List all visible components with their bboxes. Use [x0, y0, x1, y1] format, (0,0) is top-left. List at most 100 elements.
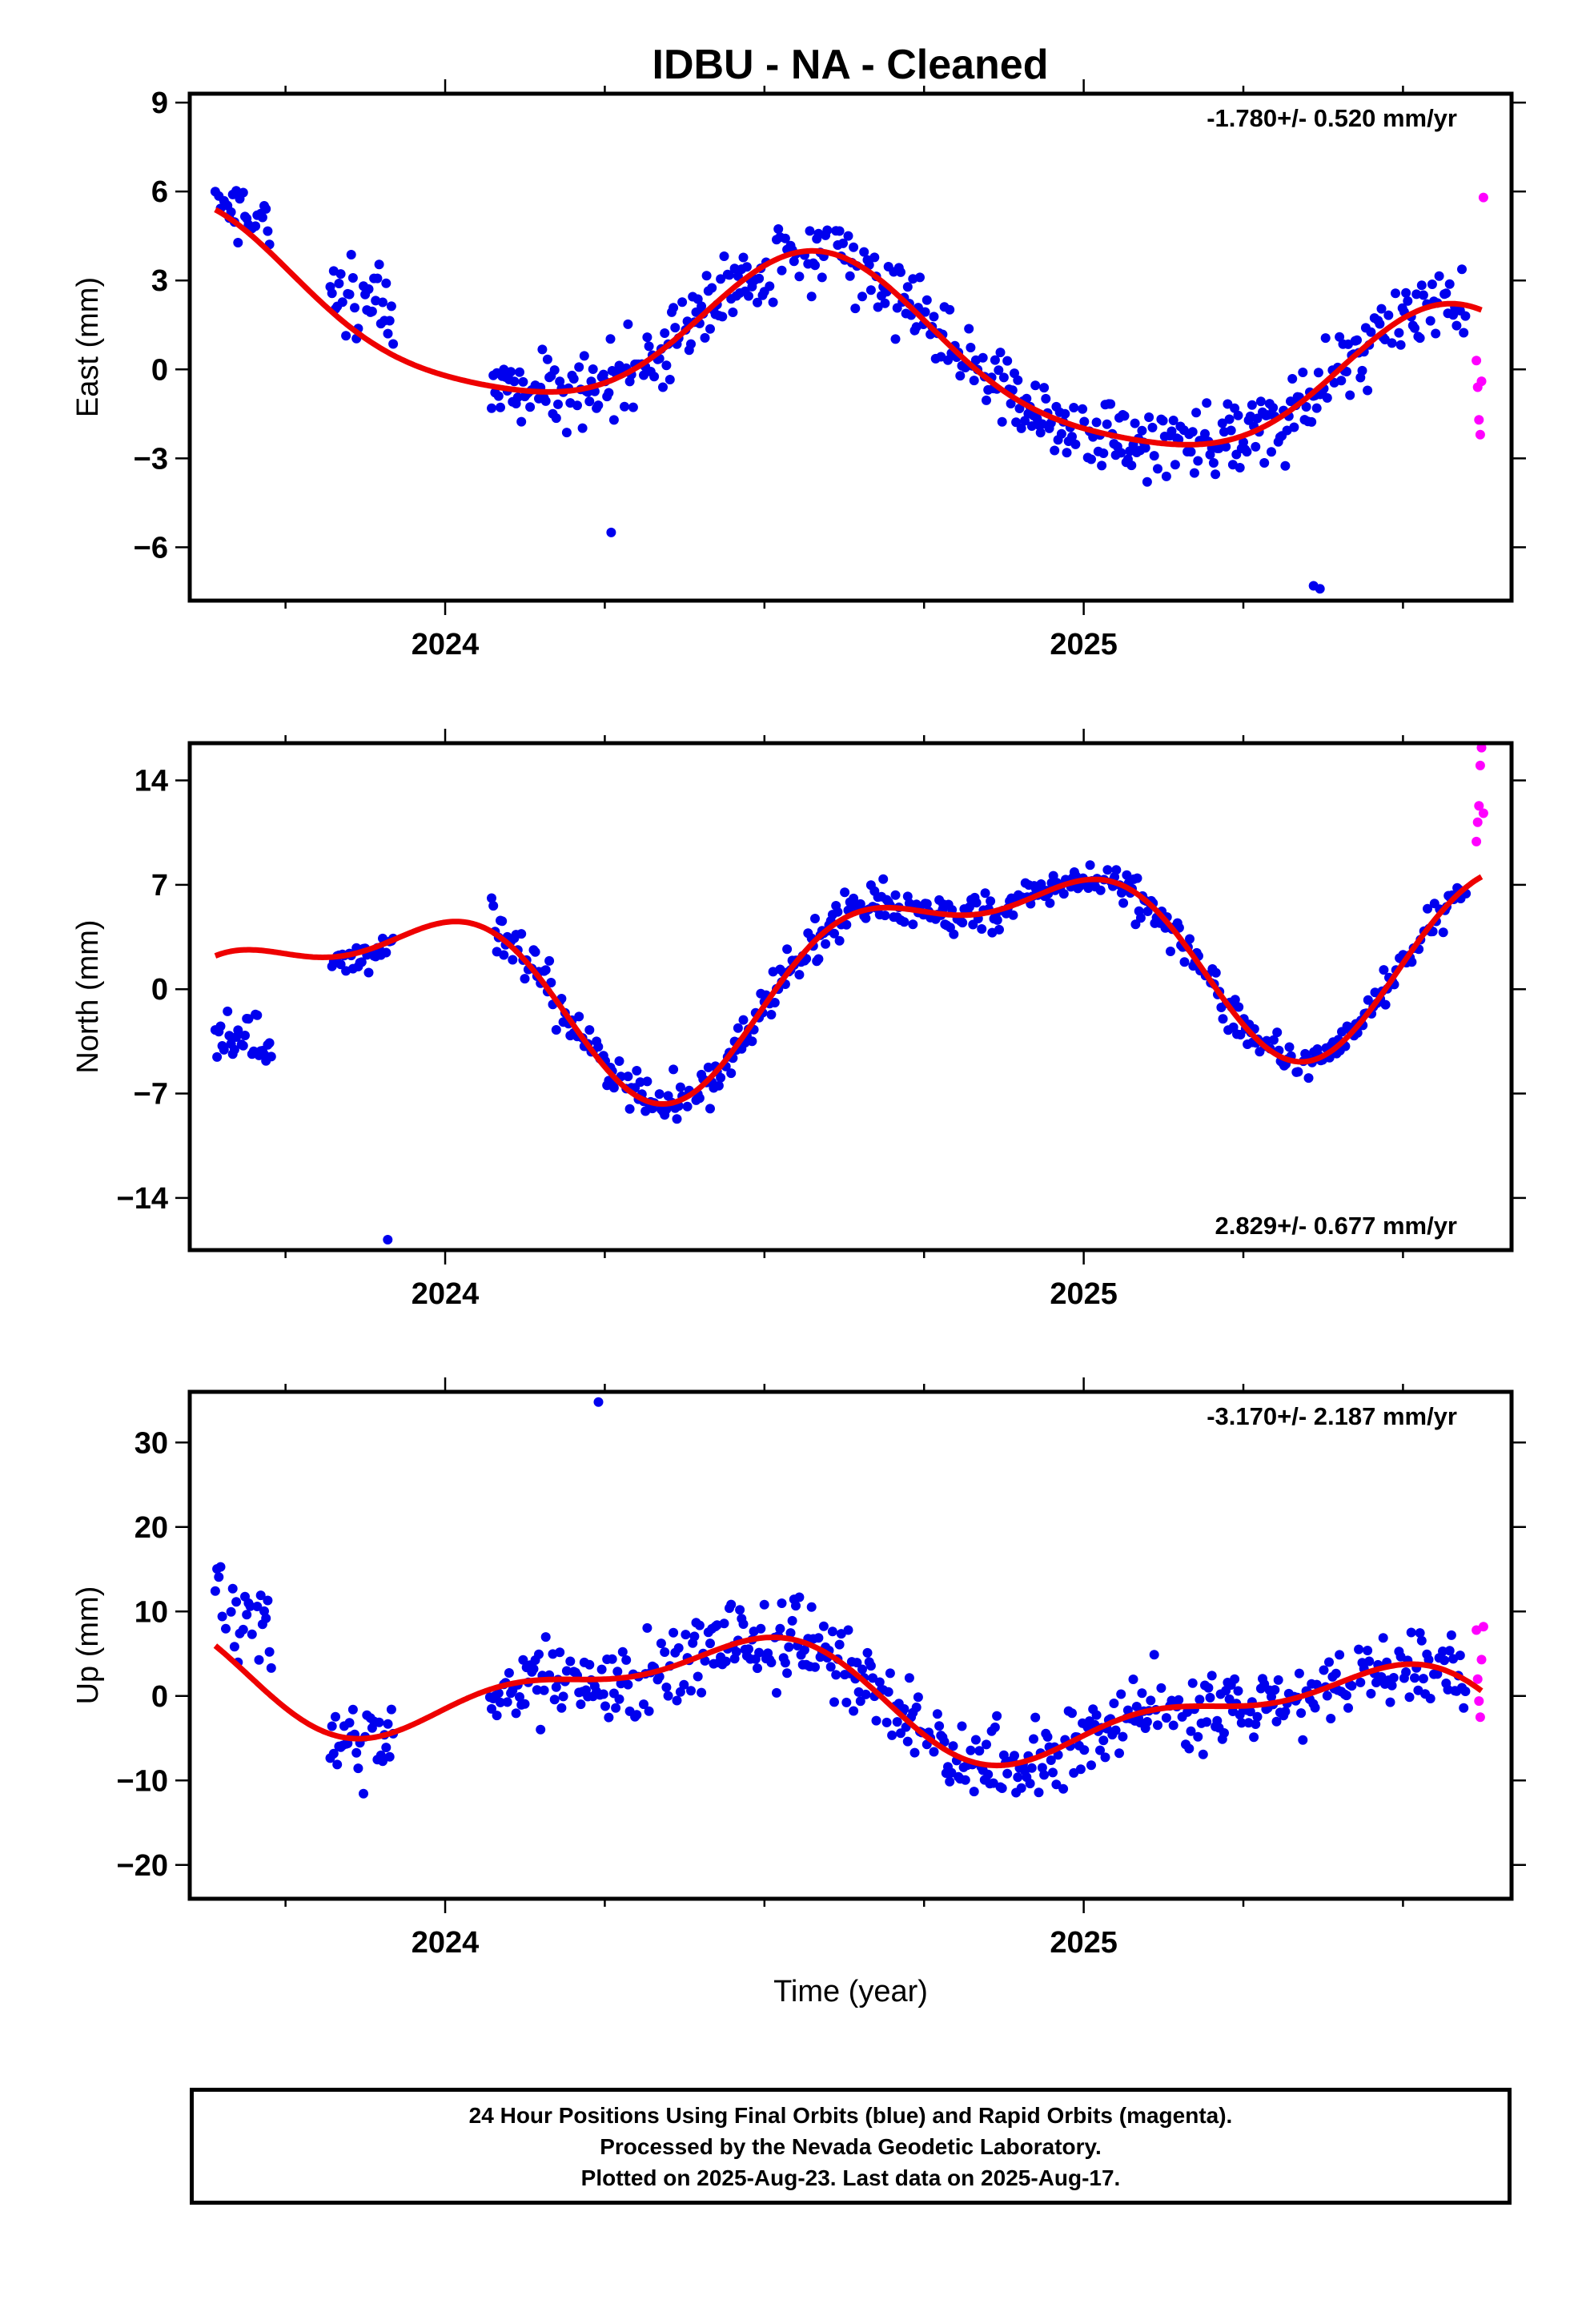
final-orbit-point	[537, 344, 548, 355]
final-orbit-point	[899, 1704, 909, 1714]
final-orbit-point	[381, 1743, 391, 1753]
final-orbit-point	[843, 231, 853, 241]
final-orbit-point	[672, 1114, 682, 1124]
final-orbit-point	[744, 291, 753, 301]
final-orbit-point	[1211, 967, 1221, 978]
y-tick-label: 7	[151, 869, 168, 903]
final-orbit-point	[939, 1737, 950, 1747]
y-axis-label: Up (mm)	[71, 1586, 105, 1705]
y-tick-label: 0	[151, 973, 168, 1007]
final-orbit-point	[257, 212, 267, 223]
final-orbit-point	[347, 273, 358, 283]
final-orbit-point	[1354, 1644, 1364, 1655]
final-orbit-point	[913, 1692, 923, 1703]
final-orbit-point	[775, 1623, 785, 1634]
final-orbit-point	[949, 929, 959, 939]
final-orbit-point	[881, 1717, 892, 1727]
final-orbit-point	[623, 319, 633, 329]
final-orbit-point	[1280, 1707, 1291, 1717]
final-orbit-point	[738, 1619, 749, 1629]
final-orbit-point	[929, 1747, 939, 1757]
final-orbit-point	[1313, 368, 1323, 378]
final-orbit-point	[840, 887, 850, 898]
final-orbit-point	[605, 334, 616, 344]
final-orbit-point	[1444, 279, 1455, 289]
final-orbit-point	[997, 1783, 1007, 1793]
final-orbit-point	[1079, 1745, 1090, 1755]
final-orbit-point	[791, 1601, 801, 1611]
final-orbit-point	[1179, 957, 1190, 967]
final-orbit-point	[1116, 1689, 1126, 1699]
final-orbit-point	[772, 1687, 781, 1698]
final-orbit-point	[705, 324, 715, 334]
velocity-annotation: -1.780+/- 0.520 mm/yr	[1207, 104, 1457, 132]
final-orbit-point	[374, 259, 384, 270]
final-orbit-point	[1459, 328, 1469, 338]
final-orbit-point	[1137, 1688, 1147, 1699]
final-orbit-point	[238, 1040, 248, 1051]
final-orbit-point	[1195, 1695, 1205, 1705]
final-orbit-point	[1102, 419, 1112, 429]
final-orbit-point	[754, 273, 765, 283]
final-orbit-point	[1010, 1751, 1019, 1761]
final-orbit-point	[520, 1699, 530, 1709]
final-orbit-point	[787, 1615, 797, 1626]
final-orbit-point	[1434, 271, 1444, 281]
final-orbit-point	[1452, 320, 1462, 331]
panel-east: 2024 2025 9 6 3 0 −3 −6 East (mm) -1.780+/- 0.520…	[71, 79, 1526, 661]
final-orbit-point	[896, 267, 905, 277]
final-orbit-point	[596, 1664, 607, 1675]
final-orbit-point	[1144, 412, 1154, 422]
final-orbit-point	[1233, 410, 1243, 420]
final-orbit-point	[656, 1638, 666, 1649]
final-orbit-point	[1355, 1677, 1366, 1687]
final-orbit-point	[346, 250, 356, 259]
final-orbit-point	[1326, 1714, 1336, 1723]
final-orbit-point	[1051, 1779, 1062, 1790]
y-tick-label: −14	[117, 1182, 168, 1216]
final-orbit-point	[1403, 296, 1413, 306]
final-orbit-point	[654, 1089, 665, 1100]
final-orbit-point	[777, 265, 787, 275]
final-orbit-point	[978, 352, 988, 363]
final-orbit-point	[1158, 416, 1168, 426]
final-orbit-point	[383, 328, 393, 339]
final-orbit-point	[1307, 416, 1317, 427]
final-orbit-point	[617, 1647, 628, 1657]
final-orbit-point	[1130, 418, 1140, 428]
final-orbit-point	[551, 1025, 561, 1035]
final-orbit-point	[1118, 898, 1129, 908]
final-orbit-point	[556, 1703, 567, 1713]
final-orbit-point	[212, 1051, 223, 1062]
final-orbit-point	[1401, 1667, 1411, 1677]
final-orbit-point	[1287, 374, 1298, 384]
final-orbit-point	[620, 401, 629, 412]
final-orbit-point	[1106, 399, 1116, 409]
final-orbit-point	[1091, 417, 1102, 428]
final-orbit-point	[1166, 947, 1175, 956]
rapid-orbit-point	[1476, 1655, 1487, 1665]
final-orbit-point	[1002, 1768, 1013, 1779]
final-orbit-point	[1128, 1675, 1138, 1684]
final-orbit-point	[782, 1668, 793, 1679]
final-orbit-point	[504, 1668, 514, 1678]
final-orbit-point	[1251, 1719, 1261, 1729]
final-orbit-point	[1245, 1707, 1255, 1717]
final-orbit-point	[717, 312, 728, 322]
final-orbit-point	[1069, 403, 1079, 412]
final-orbit-point	[849, 1706, 859, 1716]
x-tick-label: 2024	[412, 1926, 480, 1960]
final-orbit-point	[874, 1677, 885, 1687]
final-orbit-point	[834, 1639, 845, 1650]
final-orbit-point	[817, 272, 827, 283]
final-orbit-point	[1187, 1678, 1198, 1688]
y-tick-label: 3	[151, 264, 168, 298]
final-orbit-point	[1202, 398, 1212, 408]
final-orbit-point	[1058, 1783, 1069, 1794]
final-orbit-point	[1303, 1073, 1314, 1084]
data-layer	[210, 743, 1488, 1244]
rapid-orbit-point	[1478, 1622, 1488, 1632]
final-orbit-point	[642, 1076, 652, 1087]
final-orbit-point	[921, 899, 932, 909]
final-orbit-point	[584, 1025, 595, 1035]
